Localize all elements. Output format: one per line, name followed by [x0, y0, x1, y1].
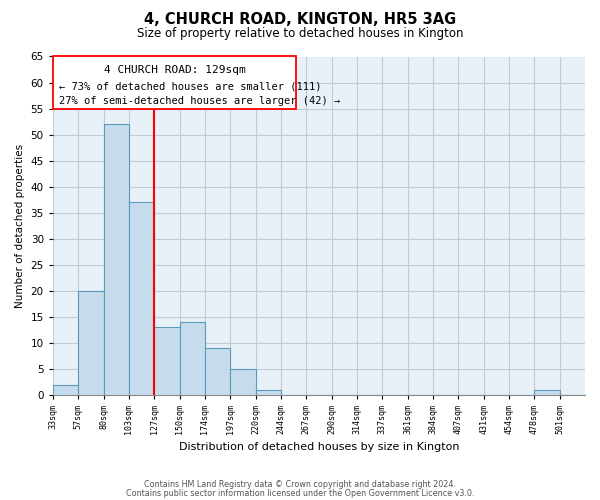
Bar [230, 369, 256, 395]
Text: 4 CHURCH ROAD: 129sqm: 4 CHURCH ROAD: 129sqm [104, 64, 245, 74]
Text: Contains public sector information licensed under the Open Government Licence v3: Contains public sector information licen… [126, 488, 474, 498]
Bar [179, 322, 205, 395]
Y-axis label: Number of detached properties: Number of detached properties [15, 144, 25, 308]
Text: Size of property relative to detached houses in Kington: Size of property relative to detached ho… [137, 28, 463, 40]
Bar [129, 202, 154, 395]
Bar [535, 390, 560, 395]
Text: 4, CHURCH ROAD, KINGTON, HR5 3AG: 4, CHURCH ROAD, KINGTON, HR5 3AG [144, 12, 456, 28]
X-axis label: Distribution of detached houses by size in Kington: Distribution of detached houses by size … [179, 442, 459, 452]
Bar [154, 328, 179, 395]
Bar [205, 348, 230, 395]
Text: Contains HM Land Registry data © Crown copyright and database right 2024.: Contains HM Land Registry data © Crown c… [144, 480, 456, 489]
Bar [104, 124, 129, 395]
Bar [256, 390, 281, 395]
Bar [53, 384, 78, 395]
Text: 27% of semi-detached houses are larger (42) →: 27% of semi-detached houses are larger (… [59, 96, 340, 106]
FancyBboxPatch shape [53, 56, 296, 108]
Text: ← 73% of detached houses are smaller (111): ← 73% of detached houses are smaller (11… [59, 81, 322, 91]
Bar [78, 291, 104, 395]
